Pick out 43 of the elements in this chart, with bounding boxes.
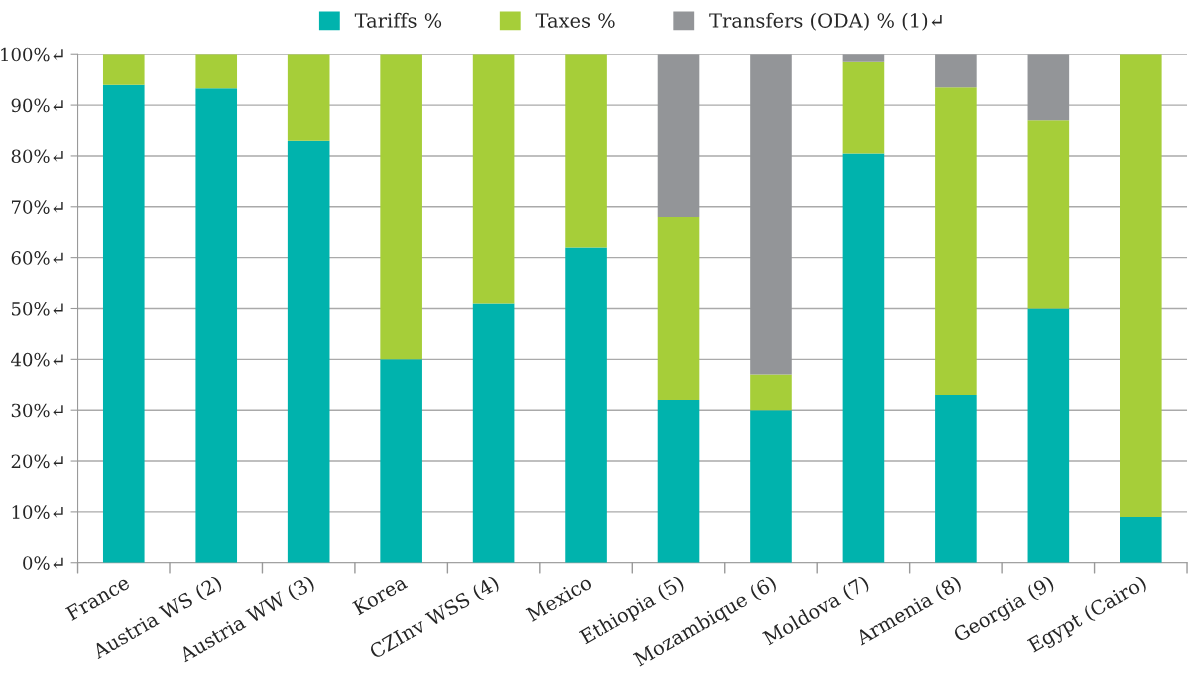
- bar: [287, 140, 330, 563]
- bar: [750, 374, 792, 411]
- y-tick-label: 80%↵: [11, 149, 63, 164]
- bar: [842, 61, 885, 154]
- bar: [842, 54, 885, 62]
- bar: [935, 54, 977, 88]
- y-tick-label: 90%↵: [11, 98, 63, 113]
- y-tick-label: 10%↵: [12, 505, 63, 520]
- bar: [195, 88, 238, 563]
- bar: [1120, 516, 1162, 563]
- bar: [1027, 120, 1070, 309]
- bar: [195, 54, 238, 89]
- bar: [472, 54, 515, 304]
- bar: [750, 54, 792, 375]
- bar: [565, 54, 607, 248]
- bar: [657, 400, 700, 563]
- y-tick-label: 70%↵: [12, 200, 63, 214]
- bar: [102, 84, 145, 563]
- bar: [102, 54, 145, 85]
- bar: [1027, 54, 1070, 121]
- bar: [657, 54, 700, 217]
- y-tick-label: 100%↵: [1, 47, 63, 62]
- bar: [380, 359, 422, 563]
- y-tick-label: 30%↵: [11, 403, 63, 418]
- y-tick-label: 50%↵: [12, 301, 63, 316]
- legend-label: Transfers (ODA) % (1)↵: [709, 12, 942, 31]
- y-tick-label: 0%↵: [23, 556, 63, 570]
- bar: [472, 303, 515, 563]
- bar: [842, 153, 885, 563]
- bar: [565, 247, 607, 563]
- bar: [1120, 54, 1162, 517]
- bar: [750, 410, 792, 563]
- y-tick-label: 60%↵: [11, 251, 63, 265]
- y-tick-label: 40%↵: [11, 352, 63, 367]
- bar: [380, 54, 422, 360]
- legend-label: Tariffs %: [354, 12, 442, 28]
- legend-label: Taxes %: [535, 13, 615, 28]
- bar: [935, 87, 977, 395]
- bar: [657, 216, 700, 401]
- bar: [287, 54, 330, 141]
- bar: [935, 394, 977, 563]
- bar: [1027, 308, 1070, 563]
- y-tick-label: 20%↵: [11, 454, 63, 469]
